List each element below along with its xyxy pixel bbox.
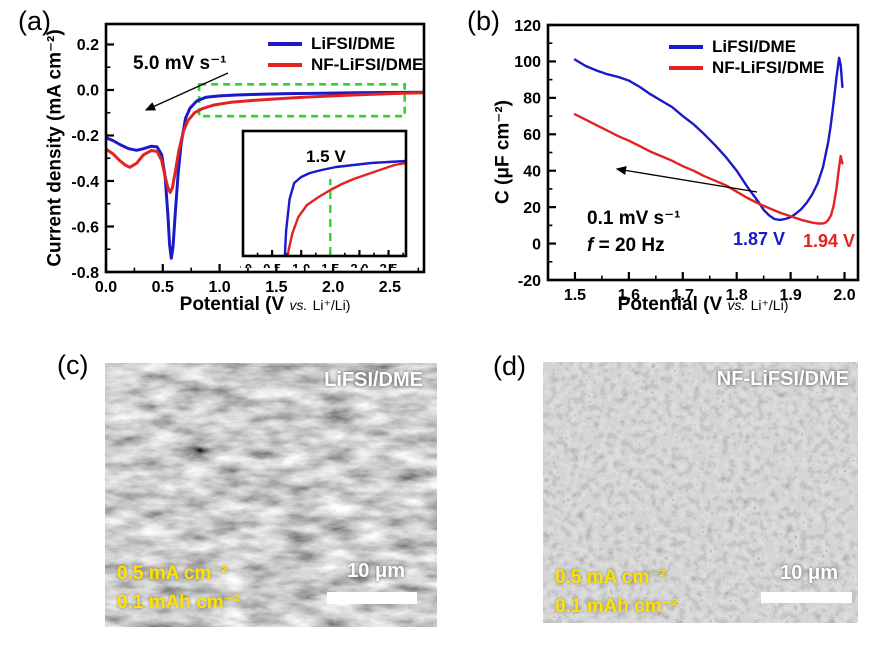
legend-label-lifsi: LiFSI/DME	[712, 37, 797, 56]
sem-texture-particles	[543, 362, 858, 623]
y-axis-label-a: Current density (mA cm⁻²)	[44, 29, 66, 267]
legend-b: LiFSI/DME NF-LiFSI/DME	[669, 36, 824, 78]
panel-a-label: (a)	[18, 6, 51, 36]
svg-text:-0.6: -0.6	[71, 219, 99, 236]
legend-line-blue	[669, 44, 703, 49]
svg-text:-20: -20	[518, 273, 541, 290]
pzc-label-red: 1.94 V	[803, 231, 856, 251]
svg-text:1.0: 1.0	[292, 261, 310, 268]
svg-text:1.7: 1.7	[672, 287, 694, 304]
x-axis-label-main: Potential (V	[179, 294, 285, 315]
svg-text:2.0: 2.0	[350, 261, 368, 268]
areal-capacity-label: 0.1 mAh cm⁻²	[117, 592, 241, 613]
panel-b-label: (b)	[467, 6, 500, 36]
legend-row-nf-lifsi: NF-LiFSI/DME	[669, 57, 824, 78]
current-density-label: 0.5 mA cm⁻²	[117, 563, 228, 584]
scalebar	[327, 592, 417, 604]
pzc-label-blue: 1.87 V	[733, 229, 786, 249]
legend-row-nf-lifsi: NF-LiFSI/DME	[268, 54, 423, 75]
scan-rate-annotation-a: 5.0 mV s⁻¹	[133, 53, 227, 74]
x-axis-label-main: Potential (V	[617, 294, 723, 315]
svg-text:1.5: 1.5	[265, 279, 287, 296]
legend-label-nf-lifsi: NF-LiFSI/DME	[712, 58, 825, 77]
legend-a: LiFSI/DME NF-LiFSI/DME	[268, 33, 423, 75]
frequency-symbol: f	[587, 235, 594, 256]
svg-text:1.5: 1.5	[321, 261, 339, 268]
frequency-annotation: f = 20 Hz	[587, 235, 665, 257]
svg-text:1.5: 1.5	[564, 287, 586, 304]
svg-text:-0.8: -0.8	[71, 265, 99, 282]
x-axis-label-vs: vs.	[727, 297, 746, 313]
svg-text:1.8: 1.8	[726, 287, 748, 304]
sample-label: NF-LiFSI/DME	[716, 368, 849, 390]
legend-label-nf-lifsi: NF-LiFSI/DME	[311, 55, 424, 74]
inset-voltage-label: 1.5 V	[306, 147, 346, 166]
legend-line-blue	[268, 41, 302, 46]
svg-text:80: 80	[523, 91, 541, 108]
svg-text:1.0: 1.0	[208, 279, 230, 296]
panel-b: 1.5 1.6 1.7 1.8 1.9 2.0 120 100 80 60 40 20 0 -20 (b)…	[455, 0, 889, 340]
sample-label: LiFSI/DME	[324, 369, 423, 391]
svg-text:120: 120	[514, 18, 541, 35]
x-axis-label-b: Potential (V vs. Li⁺/Li)	[618, 294, 789, 316]
legend-row-lifsi: LiFSI/DME	[669, 36, 824, 57]
x-axis-label-ref: Li⁺/Li)	[750, 297, 789, 313]
svg-text:-0.4: -0.4	[71, 174, 99, 191]
svg-text:2.5: 2.5	[379, 261, 397, 268]
svg-text:0.0: 0.0	[77, 83, 99, 100]
svg-text:1.6: 1.6	[618, 287, 640, 304]
sem-image-nf-lifsi: NF-LiFSI/DME 0.5 mA cm⁻² 0.1 mAh cm⁻² 10…	[543, 362, 858, 623]
test-conditions: 0.5 mA cm⁻² 0.1 mAh cm⁻²	[555, 563, 678, 621]
svg-text:2.0: 2.0	[322, 279, 344, 296]
legend-line-red	[669, 65, 703, 70]
svg-text:0.2: 0.2	[77, 37, 99, 54]
y-axis-label-b: C (μF cm⁻²)	[492, 100, 514, 204]
svg-text:0.5: 0.5	[263, 261, 281, 268]
x-axis-label-vs: vs.	[289, 297, 308, 313]
scalebar	[761, 592, 852, 603]
capacitance-chart: 1.5 1.6 1.7 1.8 1.9 2.0 120 100 80 60 40 20 0 -20	[514, 18, 860, 304]
scalebar-label: 10 μm	[780, 562, 838, 584]
frequency-value: = 20 Hz	[593, 235, 665, 256]
svg-text:60: 60	[523, 127, 541, 144]
svg-text:0: 0	[532, 236, 541, 253]
current-density-label: 0.5 mA cm⁻²	[555, 567, 666, 588]
legend-line-red	[268, 62, 302, 67]
svg-text:2.0: 2.0	[833, 287, 855, 304]
sem-texture-worms	[105, 363, 437, 627]
cv-chart: 0.0 0.5 1.0 1.5 2.0 2.5 0.2 0.0 -0.2 -0.4 -0.6 -0.8	[71, 22, 426, 296]
cv-inset-chart: 0.0 0.5 1.0 1.5 2.0 2.5	[240, 128, 409, 268]
panel-c: (c) LiFSI/DME 0.5 mA cm⁻² 0.1	[55, 345, 455, 646]
panel-d: (d) NF-LiFSI/DME 0.5 mA cm⁻²	[455, 345, 889, 646]
svg-text:2.5: 2.5	[379, 279, 401, 296]
panel-d-label: (d)	[493, 351, 526, 381]
svg-text:1.9: 1.9	[779, 287, 801, 304]
legend-row-lifsi: LiFSI/DME	[268, 33, 423, 54]
svg-text:40: 40	[523, 163, 541, 180]
sem-image-lifsi: LiFSI/DME 0.5 mA cm⁻² 0.1 mAh cm⁻² 10 μm	[105, 363, 437, 627]
scalebar-label: 10 μm	[347, 560, 405, 582]
x-axis-label-ref: Li⁺/Li)	[312, 297, 351, 313]
svg-text:0.0: 0.0	[95, 279, 117, 296]
svg-text:0.0: 0.0	[240, 261, 252, 268]
x-axis-label-a: Potential (V vs. Li⁺/Li)	[180, 294, 351, 316]
svg-text:-0.2: -0.2	[71, 128, 99, 145]
svg-text:20: 20	[523, 200, 541, 217]
panel-a: 0.0 0.5 1.0 1.5 2.0 2.5 0.2 0.0 -0.2 -0.4 -0.6 -0.8…	[0, 0, 455, 340]
scan-rate-annotation-b: 0.1 mV s⁻¹	[587, 208, 681, 229]
svg-text:100: 100	[514, 54, 541, 71]
test-conditions: 0.5 mA cm⁻² 0.1 mAh cm⁻²	[117, 559, 240, 617]
legend-label-lifsi: LiFSI/DME	[311, 34, 396, 53]
svg-text:0.5: 0.5	[152, 279, 174, 296]
areal-capacity-label: 0.1 mAh cm⁻²	[555, 596, 679, 617]
panel-c-label: (c)	[57, 350, 89, 380]
